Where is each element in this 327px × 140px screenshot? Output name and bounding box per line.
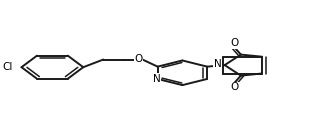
- Text: Cl: Cl: [2, 62, 13, 72]
- Text: N: N: [153, 74, 161, 84]
- Text: O: O: [230, 82, 238, 92]
- Text: O: O: [134, 54, 142, 65]
- Text: O: O: [230, 38, 238, 48]
- Text: N: N: [214, 59, 221, 69]
